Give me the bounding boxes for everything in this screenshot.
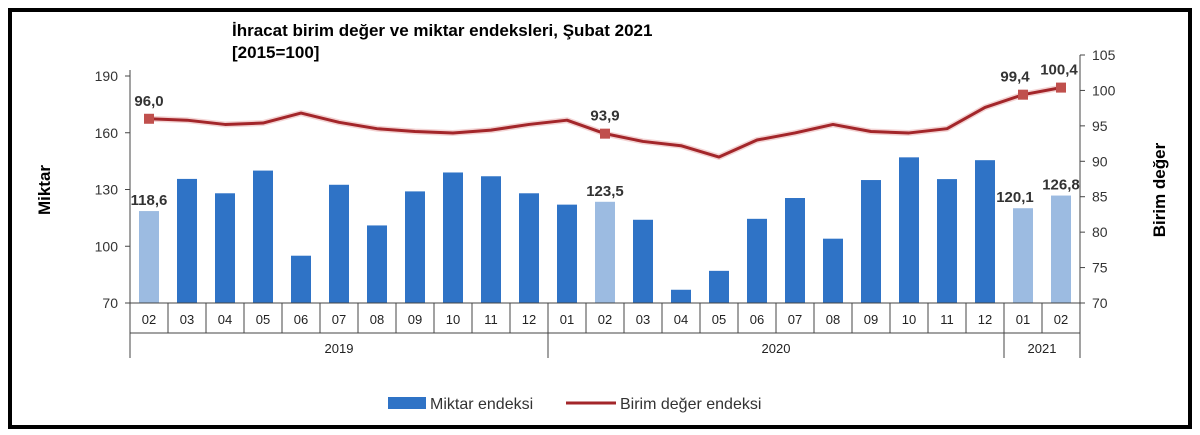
line-data-label: 99,4	[1000, 69, 1030, 86]
bar	[785, 198, 805, 303]
category-label: 03	[636, 312, 650, 327]
bar-data-label: 123,5	[586, 183, 624, 200]
line-marker	[1056, 82, 1066, 93]
category-label: 08	[826, 312, 840, 327]
bar	[823, 238, 843, 303]
category-label: 05	[712, 312, 726, 327]
category-label: 03	[180, 312, 194, 327]
right-tick-label: 70	[1092, 295, 1108, 311]
chart-frame	[8, 8, 1192, 429]
right-tick-label: 100	[1092, 82, 1116, 98]
category-label: 06	[294, 312, 308, 327]
bar	[443, 172, 463, 303]
bar	[481, 176, 501, 303]
category-label: 02	[598, 312, 612, 327]
bar	[747, 218, 767, 303]
bar	[139, 211, 159, 303]
legend-bar-label: Miktar endeksi	[430, 396, 533, 413]
category-label: 01	[560, 312, 574, 327]
bar-data-label: 126,8	[1042, 177, 1080, 194]
left-tick-label: 100	[95, 238, 119, 254]
left-tick-label: 190	[95, 68, 119, 84]
bar	[975, 160, 995, 303]
bar	[899, 157, 919, 303]
right-tick-label: 90	[1092, 153, 1108, 169]
category-label: 04	[218, 312, 232, 327]
category-label: 06	[750, 312, 764, 327]
chart-title: İhracat birim değer ve miktar endeksleri…	[232, 21, 653, 40]
category-label: 02	[142, 312, 156, 327]
line-marker	[1018, 89, 1028, 100]
chart-title-block: İhracat birim değer ve miktar endeksleri…	[232, 20, 652, 64]
category-label: 02	[1054, 312, 1068, 327]
category-label: 05	[256, 312, 270, 327]
bar	[633, 219, 653, 303]
category-label: 10	[446, 312, 460, 327]
bar	[519, 193, 539, 303]
category-label: 12	[978, 312, 992, 327]
bar	[177, 178, 197, 303]
category-label: 11	[940, 312, 954, 327]
bar-data-label: 120,1	[996, 189, 1034, 206]
legend-line-label: Birim değer endeksi	[620, 396, 761, 413]
year-label: 2019	[325, 341, 354, 356]
right-tick-label: 95	[1092, 118, 1108, 134]
year-label: 2020	[762, 341, 791, 356]
right-tick-label: 80	[1092, 224, 1108, 240]
bar	[405, 191, 425, 303]
bar	[557, 204, 577, 303]
category-label: 11	[484, 312, 498, 327]
bar	[329, 184, 349, 303]
bar	[709, 270, 729, 303]
bar	[671, 289, 691, 303]
category-label: 09	[408, 312, 422, 327]
bar	[1051, 195, 1071, 303]
right-tick-label: 75	[1092, 260, 1108, 276]
bar-data-label: 118,6	[131, 192, 168, 209]
left-axis-label: Miktar	[35, 165, 54, 215]
left-tick-label: 160	[95, 125, 119, 141]
category-label: 04	[674, 312, 688, 327]
left-tick-label: 130	[95, 182, 119, 198]
bar	[215, 193, 235, 303]
bar	[861, 180, 881, 303]
right-tick-label: 85	[1092, 189, 1108, 205]
category-label: 01	[1016, 312, 1030, 327]
chart-subtitle: [2015=100]	[232, 43, 320, 62]
bar	[595, 201, 615, 303]
bar	[253, 170, 273, 303]
line-marker	[600, 128, 610, 139]
category-label: 07	[332, 312, 346, 327]
line-data-label: 93,9	[590, 108, 619, 125]
line-marker	[144, 113, 154, 124]
bar	[937, 179, 957, 303]
category-label: 10	[902, 312, 916, 327]
right-tick-label: 105	[1092, 47, 1116, 63]
category-label: 07	[788, 312, 802, 327]
bar	[367, 225, 387, 303]
year-label: 2021	[1028, 341, 1057, 356]
legend-bar-swatch	[388, 397, 426, 409]
line-data-label: 100,4	[1040, 62, 1078, 79]
bar	[1013, 208, 1033, 303]
category-label: 12	[522, 312, 536, 327]
left-tick-label: 70	[102, 295, 118, 311]
right-axis-label: Birim değer	[1150, 142, 1169, 237]
line-data-label: 96,0	[134, 93, 163, 110]
category-label: 08	[370, 312, 384, 327]
bar	[291, 255, 311, 303]
category-label: 09	[864, 312, 878, 327]
